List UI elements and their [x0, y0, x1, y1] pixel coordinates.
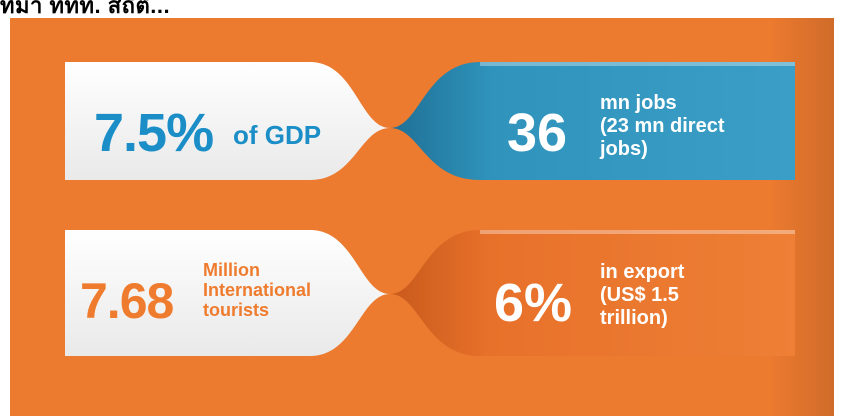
tourists-description: Million International tourists — [203, 260, 311, 320]
export-line: (US$ 1.5 — [600, 284, 679, 306]
tourists-line: International — [203, 280, 312, 300]
gdp-unit: of GDP — [233, 120, 322, 150]
tourists-line: Million — [203, 260, 260, 280]
jobs-line: mn jobs — [600, 92, 677, 114]
export-value: 6% — [494, 273, 573, 333]
export-description: in export (US$ 1.5 trillion) — [600, 261, 684, 330]
gdp-ribbon — [65, 62, 390, 180]
export-line: trillion) — [600, 307, 668, 329]
jobs-value: 36 — [507, 103, 568, 163]
jobs-line: jobs) — [600, 138, 648, 160]
tourists-ribbon — [65, 230, 390, 356]
header-text: ที่มา ททท. สถิติ... — [0, 0, 171, 18]
jobs-line: (23 mn direct — [600, 115, 725, 137]
jobs-ribbon — [390, 62, 795, 180]
infographic-panel: 7.5% of GDP 36 mn jobs (23 mn direct job… — [10, 18, 834, 416]
export-line: in export — [600, 261, 685, 283]
jobs-description: mn jobs (23 mn direct jobs) — [600, 92, 724, 161]
cropped-header-text: ที่มา ททท. สถิติ... — [0, 0, 844, 18]
gdp-value: 7.5% — [94, 103, 214, 163]
ribbon-graphics — [65, 62, 795, 356]
tourists-line: tourists — [203, 300, 270, 320]
export-ribbon — [390, 230, 795, 356]
tourists-value: 7.68 — [80, 273, 174, 329]
